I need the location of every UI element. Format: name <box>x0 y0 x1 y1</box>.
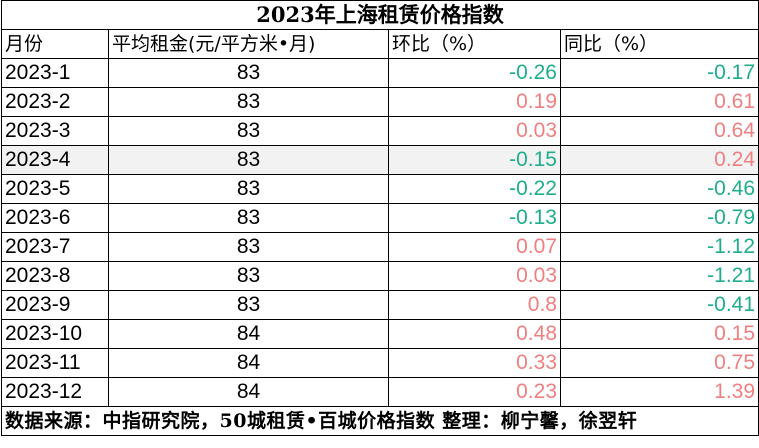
cell-mom: 0.03 <box>388 261 561 291</box>
cell-yoy: 0.15 <box>559 319 759 349</box>
table-row: 2023-3 83 0.03 0.64 <box>1 116 759 146</box>
header-row: 月份 平均租金(元/平方米•月) 环比（%） 同比（%） <box>1 29 759 59</box>
cell-month: 2023-5 <box>1 174 109 204</box>
table-row: 2023-4 83 -0.15 0.24 <box>1 145 759 175</box>
cell-mom: -0.26 <box>388 58 561 88</box>
cell-mom: -0.13 <box>388 203 561 233</box>
cell-rent: 83 <box>108 203 389 233</box>
cell-rent: 83 <box>108 290 389 320</box>
cell-yoy: -1.12 <box>559 232 759 262</box>
cell-rent: 83 <box>108 116 389 146</box>
cell-mom: 0.48 <box>388 319 561 349</box>
cell-yoy: -0.17 <box>559 58 759 88</box>
table-row: 2023-5 83 -0.22 -0.46 <box>1 174 759 204</box>
table-row: 2023-2 83 0.19 0.61 <box>1 87 759 117</box>
cell-mom: 0.03 <box>388 116 561 146</box>
source-note: 数据来源：中指研究院，50城租赁•百城价格指数 整理：柳宁馨，徐翌轩 <box>0 406 759 436</box>
cell-mom: -0.22 <box>388 174 561 204</box>
cell-month: 2023-8 <box>1 261 109 291</box>
cell-mom: 0.33 <box>388 348 561 378</box>
column-header-rent: 平均租金(元/平方米•月) <box>108 29 389 59</box>
cell-month: 2023-10 <box>1 319 109 349</box>
cell-month: 2023-9 <box>1 290 109 320</box>
column-header-yoy: 同比（%） <box>559 29 759 59</box>
table-row: 2023-9 83 0.8 -0.41 <box>1 290 759 320</box>
cell-rent: 83 <box>108 232 389 262</box>
cell-yoy: 0.24 <box>559 145 759 175</box>
cell-rent: 83 <box>108 145 389 175</box>
cell-mom: 0.07 <box>388 232 561 262</box>
cell-month: 2023-11 <box>1 348 109 378</box>
table-row: 2023-12 84 0.23 1.39 <box>1 377 759 407</box>
title-row: 2023年上海租赁价格指数 <box>0 0 759 30</box>
table-title: 2023年上海租赁价格指数 <box>0 0 759 30</box>
cell-rent: 83 <box>108 174 389 204</box>
cell-yoy: -0.46 <box>559 174 759 204</box>
cell-mom: 0.19 <box>388 87 561 117</box>
cell-yoy: -0.41 <box>559 290 759 320</box>
column-header-mom: 环比（%） <box>388 29 561 59</box>
column-header-month: 月份 <box>1 29 109 59</box>
table-row: 2023-11 84 0.33 0.75 <box>1 348 759 378</box>
cell-yoy: -0.79 <box>559 203 759 233</box>
cell-yoy: -1.21 <box>559 261 759 291</box>
table-row: 2023-7 83 0.07 -1.12 <box>1 232 759 262</box>
cell-month: 2023-12 <box>1 377 109 407</box>
cell-mom: 0.8 <box>388 290 561 320</box>
cell-rent: 84 <box>108 348 389 378</box>
cell-month: 2023-1 <box>1 58 109 88</box>
table-row: 2023-8 83 0.03 -1.21 <box>1 261 759 291</box>
cell-yoy: 1.39 <box>559 377 759 407</box>
cell-month: 2023-2 <box>1 87 109 117</box>
cell-yoy: 0.75 <box>559 348 759 378</box>
cell-rent: 83 <box>108 87 389 117</box>
cell-mom: -0.15 <box>388 145 561 175</box>
cell-month: 2023-3 <box>1 116 109 146</box>
cell-rent: 84 <box>108 319 389 349</box>
footer-row: 数据来源：中指研究院，50城租赁•百城价格指数 整理：柳宁馨，徐翌轩 <box>0 406 759 436</box>
cell-rent: 83 <box>108 261 389 291</box>
table-row: 2023-6 83 -0.13 -0.79 <box>1 203 759 233</box>
table-row: 2023-10 84 0.48 0.15 <box>1 319 759 349</box>
cell-rent: 84 <box>108 377 389 407</box>
cell-month: 2023-4 <box>1 145 109 175</box>
cell-month: 2023-7 <box>1 232 109 262</box>
cell-mom: 0.23 <box>388 377 561 407</box>
rent-index-table: 2023年上海租赁价格指数 月份 平均租金(元/平方米•月) 环比（%） 同比（… <box>0 0 759 436</box>
cell-rent: 83 <box>108 58 389 88</box>
table-row: 2023-1 83 -0.26 -0.17 <box>1 58 759 88</box>
cell-month: 2023-6 <box>1 203 109 233</box>
cell-yoy: 0.64 <box>559 116 759 146</box>
cell-yoy: 0.61 <box>559 87 759 117</box>
